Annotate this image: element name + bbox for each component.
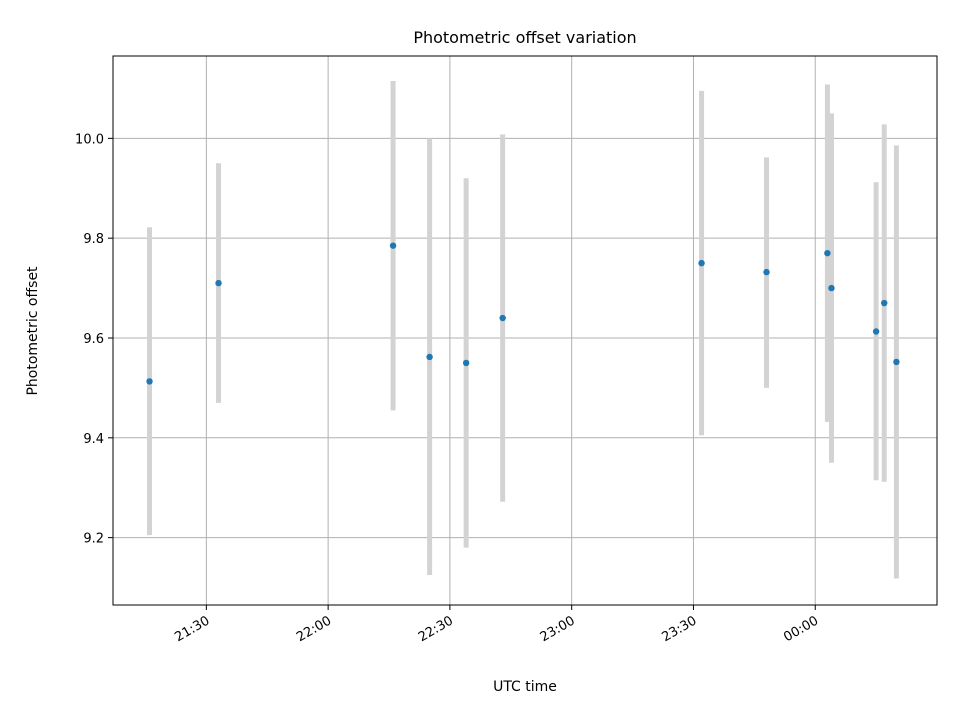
x-axis-label: UTC time [493, 679, 557, 695]
data-point [426, 353, 433, 361]
y-tick-label: 9.4 [83, 432, 104, 447]
y-tick-label: 9.6 [83, 332, 104, 347]
data-point [462, 359, 470, 367]
data-point [389, 242, 397, 249]
data-point [872, 328, 880, 335]
data-point [893, 358, 900, 366]
data-point [824, 249, 831, 257]
data-point [881, 299, 888, 307]
y-axis-label: Photometric offset [25, 266, 41, 396]
data-point [215, 279, 222, 287]
plot-area-frame [112, 55, 938, 606]
data-point [146, 378, 153, 385]
data-point [698, 259, 705, 267]
chart-title: Photometric offset variation [413, 28, 636, 47]
y-tick-label: 9.8 [83, 232, 104, 247]
y-tick-label: 9.2 [83, 532, 104, 547]
data-point [828, 284, 835, 292]
data-points [146, 242, 900, 385]
grid [113, 56, 937, 605]
data-point [763, 268, 770, 276]
y-tick-label: 10.0 [75, 132, 104, 147]
data-point [499, 314, 506, 322]
